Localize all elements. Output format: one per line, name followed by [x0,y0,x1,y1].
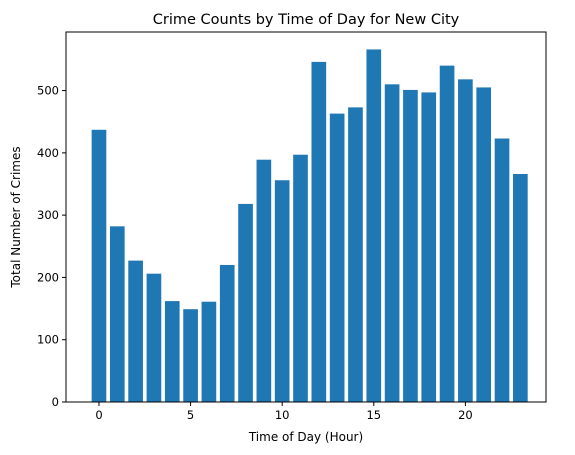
y-tick-label: 200 [37,270,59,284]
bar-hour-20 [458,79,473,403]
bar-hour-6 [201,301,217,402]
bar-hour-19 [439,65,455,403]
bar-hour-8 [238,203,253,402]
x-axis-ticks: 0 5 10 15 20 [95,402,473,422]
bar-hour-11 [293,154,308,402]
y-tick-label: 300 [37,208,59,222]
x-tick-label: 0 [95,408,102,422]
bar-hour-15 [366,49,382,403]
bar-hour-3 [146,273,162,402]
bar-hour-7 [219,264,235,402]
bar-hour-9 [256,159,272,402]
bar-hour-12 [311,61,327,403]
x-tick-label: 10 [275,408,290,422]
y-axis-label: Total Number of Crimes [9,146,23,288]
x-tick-label: 15 [366,408,381,422]
bar-hour-5 [183,309,198,402]
bar-hour-2 [128,260,143,402]
bar-hour-13 [329,113,345,402]
x-tick-label: 20 [458,408,473,422]
chart-title: Crime Counts by Time of Day for New City [153,12,460,28]
bar-hour-22 [494,138,510,403]
bar-hour-23 [513,174,528,402]
bar-hour-0 [91,129,107,402]
y-tick-label: 400 [37,146,59,160]
bars-group [91,49,528,403]
bar-hour-21 [476,87,492,402]
bar-hour-18 [421,92,437,403]
bar-hour-1 [109,226,125,402]
bar-hour-17 [403,89,418,402]
bar-hour-16 [384,84,400,402]
plot-frame [65,31,547,403]
y-tick-label: 500 [37,84,59,98]
x-axis-label: Time of Day (Hour) [248,430,363,444]
y-tick-label: 100 [37,333,59,347]
y-axis-ticks: 0 100 200 300 400 500 [37,84,66,409]
bar-hour-10 [274,180,290,402]
bar-hour-4 [164,301,180,402]
x-tick-label: 5 [187,408,194,422]
y-tick-label: 0 [52,395,59,409]
bar-hour-14 [348,107,363,403]
